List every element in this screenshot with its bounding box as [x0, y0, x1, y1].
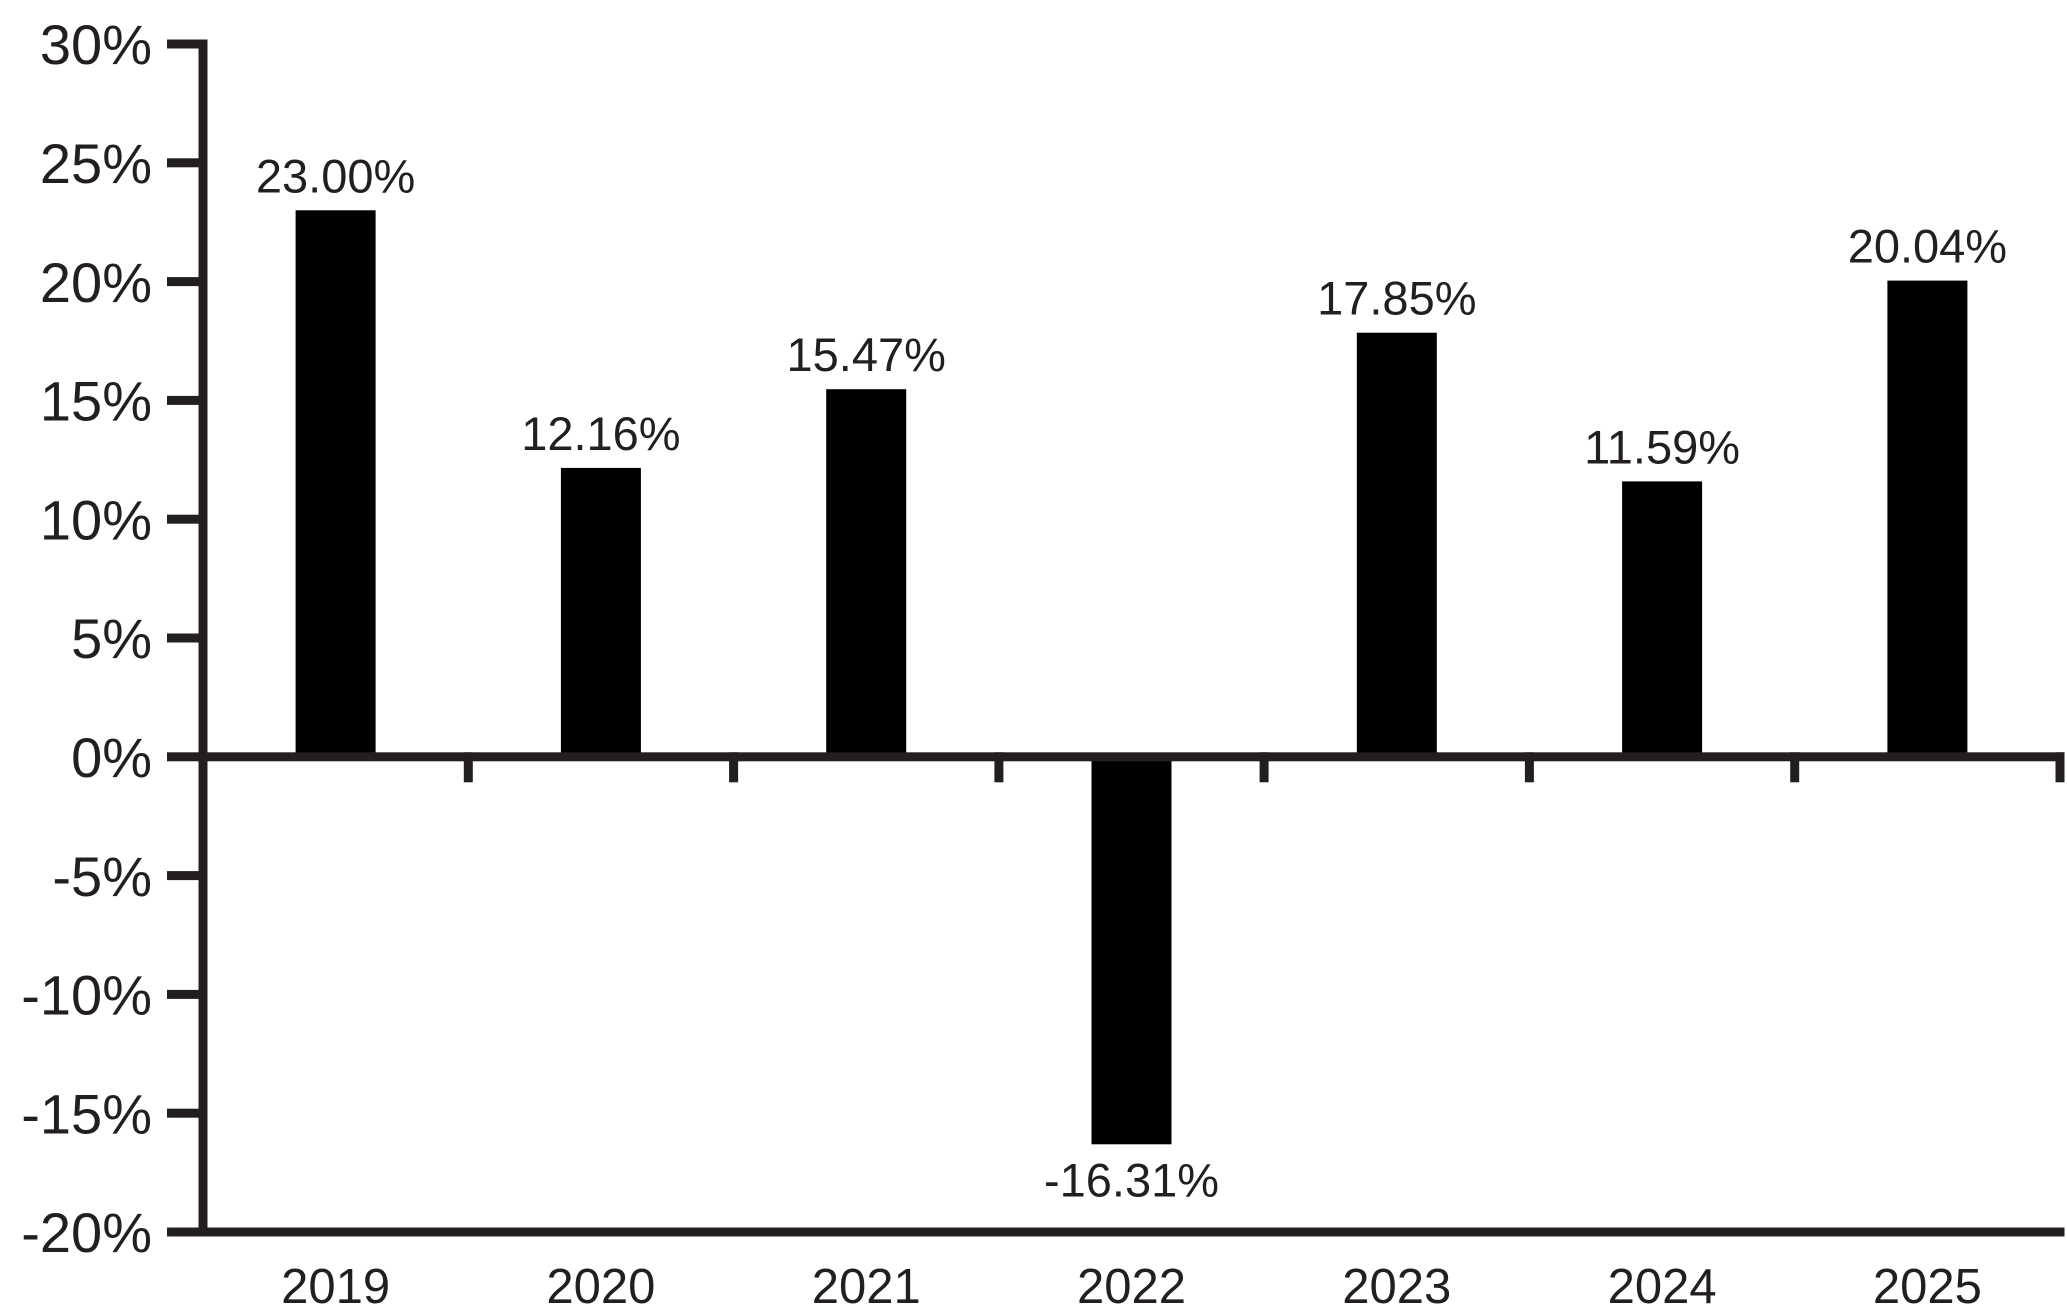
y-axis-tick — [167, 395, 203, 405]
y-axis-label-15pct: 15% — [40, 370, 152, 433]
y-axis-label--20pct: -20% — [21, 1201, 152, 1264]
x-axis-label-2023: 2023 — [1342, 1260, 1451, 1308]
bar-2019 — [295, 210, 376, 757]
y-axis-tick — [167, 277, 203, 287]
x-axis-label-2024: 2024 — [1608, 1260, 1717, 1308]
x-axis-tick — [463, 752, 473, 783]
y-axis-tick — [167, 514, 203, 524]
x-axis-tick — [729, 752, 739, 783]
y-axis-tick — [167, 1108, 203, 1118]
x-axis-bottom-line — [198, 1227, 2065, 1237]
x-axis-tick — [1524, 752, 1534, 783]
y-axis-label--10pct: -10% — [21, 964, 152, 1027]
y-axis-label--15pct: -15% — [21, 1082, 152, 1145]
y-axis-tick — [167, 1227, 203, 1237]
y-axis-tick — [167, 39, 203, 49]
bar-value-label-2022: -16.31% — [1044, 1153, 1219, 1206]
y-axis-tick — [167, 158, 203, 168]
x-axis-label-2022: 2022 — [1077, 1260, 1186, 1308]
x-axis-tick — [1259, 752, 1269, 783]
y-axis-tick — [167, 871, 203, 881]
x-axis-tick — [994, 752, 1004, 783]
bar-2020 — [560, 467, 641, 757]
bar-2025 — [1887, 280, 1968, 757]
y-axis-label--5pct: -5% — [52, 845, 152, 908]
y-axis-label-20pct: 20% — [40, 251, 152, 314]
bar-2022 — [1091, 756, 1172, 1145]
bar-value-label-2019: 23.00% — [256, 149, 415, 202]
y-axis-tick — [167, 752, 203, 762]
x-axis-label-2019: 2019 — [281, 1260, 390, 1308]
x-axis-tick — [1790, 752, 1800, 783]
y-axis-tick — [167, 989, 203, 999]
x-axis-label-2020: 2020 — [546, 1260, 655, 1308]
bar-2021 — [826, 389, 907, 757]
x-axis-label-2025: 2025 — [1873, 1260, 1982, 1308]
bar-value-label-2023: 17.85% — [1317, 272, 1476, 325]
y-axis-label-0pct: 0% — [71, 726, 152, 789]
bar-value-label-2025: 20.04% — [1848, 220, 2007, 273]
bar-value-label-2020: 12.16% — [521, 407, 680, 460]
y-axis-label-10pct: 10% — [40, 488, 152, 551]
bar-2023 — [1356, 332, 1437, 757]
x-axis-zero-line — [198, 752, 2065, 762]
bar-value-label-2021: 15.47% — [786, 328, 945, 381]
y-axis-label-5pct: 5% — [71, 607, 152, 670]
x-axis-label-2021: 2021 — [812, 1260, 921, 1308]
x-axis-tick — [2055, 752, 2065, 783]
bar-value-label-2024: 11.59% — [1584, 420, 1740, 473]
y-axis-label-25pct: 25% — [40, 132, 152, 195]
y-axis-label-30pct: 30% — [40, 13, 152, 76]
y-axis-tick — [167, 633, 203, 643]
bar-2024 — [1622, 481, 1703, 757]
